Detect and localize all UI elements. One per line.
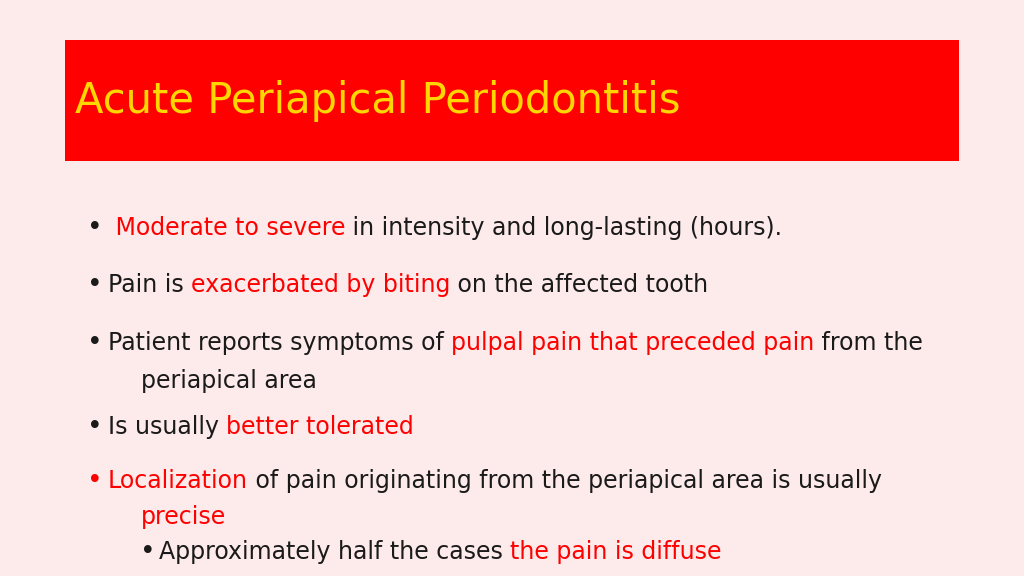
Text: •: • [87,468,102,494]
Text: Patient reports symptoms of: Patient reports symptoms of [108,331,451,355]
Text: pulpal pain that preceded pain: pulpal pain that preceded pain [451,331,814,355]
Text: Moderate to severe: Moderate to severe [108,215,345,240]
Text: on the affected tooth: on the affected tooth [451,273,709,297]
Text: better tolerated: better tolerated [226,415,414,439]
Text: •: • [87,272,102,298]
Text: •: • [87,214,102,241]
Text: Acute Periapical Periodontitis: Acute Periapical Periodontitis [75,80,680,122]
Text: exacerbated by biting: exacerbated by biting [190,273,451,297]
Text: Is usually: Is usually [108,415,226,439]
Text: the pain is diffuse: the pain is diffuse [510,540,722,564]
Text: precise: precise [141,505,226,529]
Text: Localization: Localization [108,469,248,493]
Text: •: • [140,539,156,565]
Text: Approximately half the cases: Approximately half the cases [159,540,510,564]
Text: in intensity and long-lasting (hours).: in intensity and long-lasting (hours). [345,215,782,240]
Text: of pain originating from the periapical area is usually: of pain originating from the periapical … [248,469,882,493]
FancyBboxPatch shape [65,40,959,161]
Text: periapical area: periapical area [141,369,317,393]
Text: Pain is: Pain is [108,273,190,297]
Text: from the: from the [814,331,923,355]
Text: •: • [87,329,102,356]
Text: •: • [87,414,102,441]
